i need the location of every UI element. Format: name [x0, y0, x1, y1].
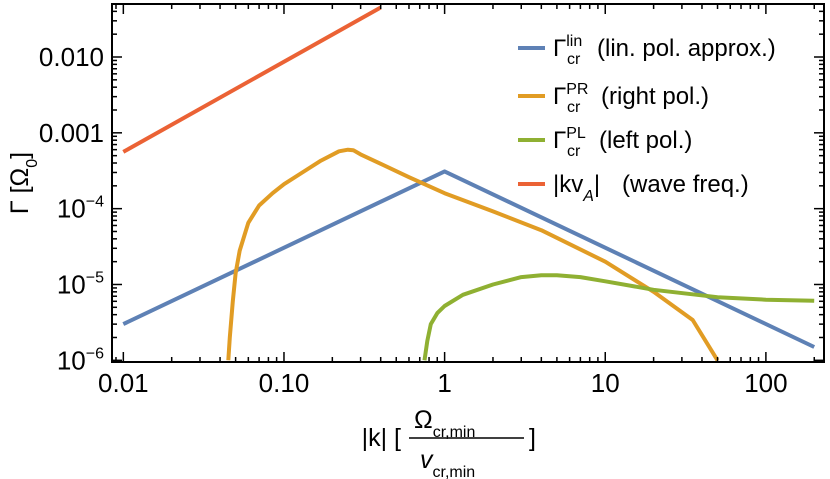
legend-item-pr: ΓPR cr (right pol.): [518, 81, 709, 116]
legend-pr-base: Γ: [553, 83, 566, 110]
x-tick-label: 0.10: [259, 368, 310, 398]
legend-item-pl: ΓPL cr (left pol.): [518, 125, 692, 160]
legend-wave-text: (wave freq.): [622, 171, 749, 198]
series-line-PR: [226, 147, 720, 362]
x-axis-label-denominator: vcr,min: [420, 446, 475, 479]
x-axis-label-numerator-sub: cr,min: [433, 424, 476, 441]
legend-label-wave: |kvA| (wave freq.): [553, 171, 749, 205]
series-line-wave: [122, 5, 382, 154]
legend-label-pr: ΓPR cr (right pol.): [553, 81, 709, 116]
legend-item-wave: |kvA| (wave freq.): [518, 171, 749, 205]
y-tick-label: 10−4: [57, 194, 104, 224]
legend-lin-text: (lin. pol. approx.): [597, 35, 776, 62]
series-line-PL: [422, 273, 815, 361]
plot-frame: [111, 3, 825, 363]
legend-pl-text: (left pol.): [599, 127, 692, 154]
legend-lin-base: Γ: [553, 35, 566, 62]
legend-pr-text: (right pol.): [601, 83, 709, 110]
legend-pl-base: Γ: [553, 127, 566, 154]
y-axis-label-main: Γ [Ω: [6, 168, 34, 214]
legend-label-lin: Γlin cr (lin. pol. approx.): [553, 33, 776, 68]
legend-item-lin: Γlin cr (lin. pol. approx.): [518, 33, 776, 68]
legend-pr-sup: PR: [566, 81, 588, 98]
x-tick-label: 1: [437, 368, 451, 398]
x-axis-label: |k| [ Ωcr,min vcr,min ]: [362, 406, 536, 479]
x-axis-label-denominator-sub: cr,min: [433, 464, 476, 479]
legend-wave-sub: A: [582, 188, 594, 205]
y-tick-label: 10−5: [57, 269, 104, 299]
x-axis-label-denominator-base: v: [420, 446, 434, 474]
x-axis-label-left: |k| [: [362, 424, 401, 452]
y-tick-label: 0.001: [39, 118, 104, 148]
legend-pl-sup: PL: [566, 125, 586, 142]
y-tick-label: 0.010: [39, 42, 104, 72]
legend-wave-base: |kv: [553, 171, 583, 198]
legend-wave-close: |: [594, 171, 600, 198]
x-tick-label: 0.01: [98, 368, 149, 398]
legend: Γlin cr (lin. pol. approx.) ΓPR cr (right po…: [518, 33, 776, 205]
x-axis-label-right: ]: [529, 424, 536, 452]
legend-lin-sup: lin: [566, 33, 582, 50]
legend-label-pl: ΓPL cr (left pol.): [553, 125, 692, 160]
y-tick-label: 10−6: [57, 345, 104, 375]
y-axis-label: Γ [Ω0]: [6, 152, 41, 214]
legend-pr-sub: cr: [567, 99, 581, 116]
x-axis-label-numerator-base: Ω: [414, 406, 433, 434]
series-line-lin: [122, 169, 816, 349]
x-axis-label-numerator: Ωcr,min: [414, 406, 475, 441]
legend-lin-sub: cr: [567, 51, 581, 68]
y-axis-label-close: ]: [6, 152, 34, 159]
y-axis-label-sub: 0: [24, 159, 41, 168]
x-tick-label: 10: [591, 368, 620, 398]
legend-pl-sub: cr: [567, 143, 581, 160]
x-tick-label: 100: [744, 368, 787, 398]
